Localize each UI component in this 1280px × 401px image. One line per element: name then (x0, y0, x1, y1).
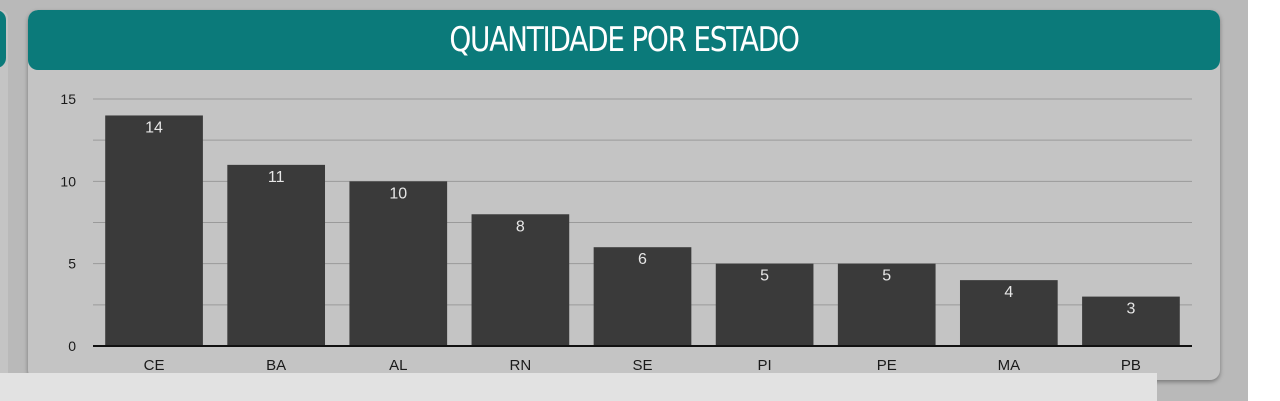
x-tick-label: MA (998, 357, 1021, 374)
data-label: 5 (882, 268, 891, 285)
card-title: QUANTIDADE POR ESTADO (449, 20, 800, 60)
bar (715, 263, 814, 346)
data-label: 14 (145, 119, 163, 136)
bar (837, 263, 936, 346)
data-label: 11 (268, 169, 285, 186)
bar (593, 247, 692, 346)
left-card-edge (0, 10, 8, 380)
x-tick-label: PB (1121, 357, 1141, 374)
bar (227, 164, 326, 346)
data-label: 4 (1004, 284, 1013, 301)
bar (105, 115, 203, 346)
data-label: 3 (1126, 301, 1135, 318)
bar (1082, 296, 1180, 346)
bar (349, 181, 448, 346)
x-tick-label: SE (632, 357, 652, 374)
data-label: 8 (516, 218, 525, 235)
y-tick-label: 0 (68, 338, 76, 354)
right-panel-edge (1248, 0, 1280, 401)
card-header: QUANTIDADE POR ESTADO (28, 10, 1220, 70)
x-tick-label: PE (877, 357, 897, 374)
x-tick-label: CE (144, 357, 165, 374)
y-tick-label: 10 (60, 173, 76, 189)
x-tick-label: AL (389, 357, 407, 374)
x-tick-label: BA (266, 357, 286, 374)
bar (959, 280, 1058, 346)
chart-card: QUANTIDADE POR ESTADO 0 5 10 15 14 CE 11 BA 10 AL… (28, 10, 1220, 380)
x-tick-label: PI (758, 357, 772, 374)
bar-chart: 0 5 10 15 14 CE 11 BA 10 AL 8 RN 6 SE 5 PI 5 PE 4 MA 3 PB (60, 91, 1192, 374)
data-label: 6 (638, 251, 647, 268)
bar (471, 214, 570, 346)
y-tick-label: 5 (68, 256, 76, 272)
bottom-panel (0, 373, 1157, 401)
x-tick-label: RN (510, 357, 532, 374)
y-tick-label: 15 (60, 91, 76, 107)
data-label: 5 (760, 268, 769, 285)
left-card-header-edge (0, 10, 6, 68)
data-label: 10 (389, 185, 407, 202)
